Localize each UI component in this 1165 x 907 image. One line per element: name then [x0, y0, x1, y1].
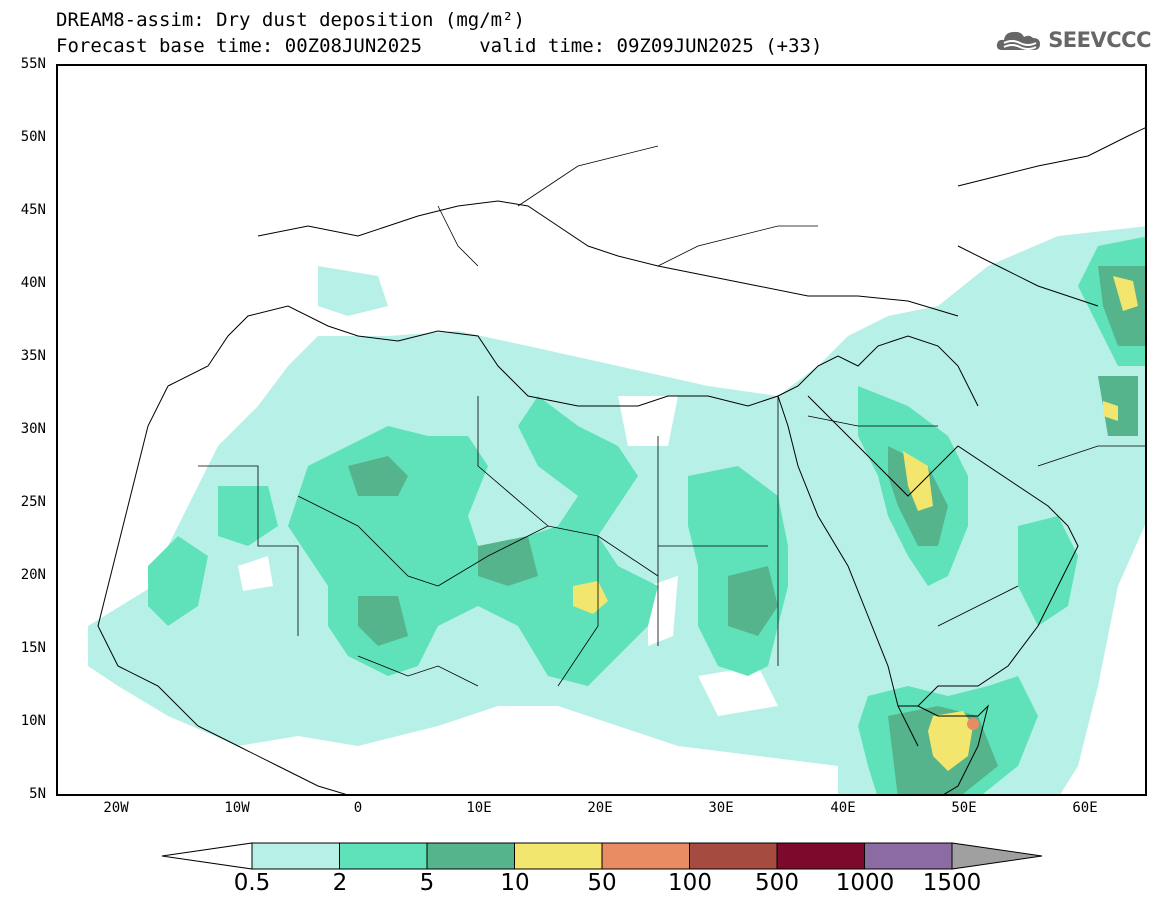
lat-label: 55N — [20, 56, 46, 72]
lat-label: 30N — [20, 421, 46, 437]
colorbar-cell — [426, 842, 515, 870]
colorbar-label: 1000 — [835, 870, 895, 896]
lat-label: 35N — [20, 348, 46, 364]
lat-label: 45N — [20, 202, 46, 218]
colorbar-label: 5 — [419, 870, 435, 896]
colorbar-arrow-right — [951, 842, 1043, 870]
lat-label: 20N — [20, 567, 46, 583]
logo-text: SEEVCCC — [1048, 28, 1151, 52]
forecast-time-line: Forecast base time: 00Z08JUN2025 valid t… — [56, 35, 823, 57]
lat-label: 10N — [20, 713, 46, 729]
lon-label: 20E — [587, 800, 613, 816]
colorbar-cell — [601, 842, 690, 870]
colorbar-cell — [776, 842, 865, 870]
coastlines — [97, 127, 1145, 794]
lon-label: 10E — [466, 800, 492, 816]
colorbar-arrow-left — [161, 842, 253, 870]
logo: SEEVCCC — [994, 26, 1151, 54]
lon-label: 30E — [708, 800, 734, 816]
lat-label: 15N — [20, 640, 46, 656]
colorbar-cell — [689, 842, 778, 870]
lon-label: 20W — [103, 800, 129, 816]
lon-label: 50E — [951, 800, 977, 816]
cloud-icon — [997, 31, 1041, 50]
colorbar-label: 1500 — [922, 870, 982, 896]
colorbar-label: 10 — [500, 870, 530, 896]
colorbar — [161, 842, 1043, 870]
country-borders — [198, 145, 1145, 687]
lat-label: 25N — [20, 494, 46, 510]
dust-field-very-high — [573, 276, 1138, 771]
colorbar-label: 50 — [587, 870, 617, 896]
map-title: DREAM8-assim: Dry dust deposition (mg/m²… — [56, 9, 525, 31]
colorbar-label: 500 — [755, 870, 799, 896]
lon-label: 60E — [1072, 800, 1098, 816]
lon-label: 10W — [224, 800, 250, 816]
lat-label: 50N — [20, 129, 46, 145]
dust-field-gaps — [238, 396, 778, 716]
colorbar-label: 2 — [332, 870, 348, 896]
colorbar-label: 100 — [668, 870, 712, 896]
colorbar-cell — [339, 842, 428, 870]
colorbar-cell — [251, 842, 340, 870]
colorbar-cell — [514, 842, 603, 870]
colorbar-cell — [864, 842, 953, 870]
lon-label: 0 — [353, 800, 363, 816]
dust-field-extreme — [967, 718, 979, 730]
lat-label: 5N — [29, 786, 46, 802]
map-area — [56, 64, 1147, 796]
lon-label: 40E — [830, 800, 856, 816]
colorbar-label: 0.5 — [233, 870, 271, 896]
lat-label: 40N — [20, 275, 46, 291]
